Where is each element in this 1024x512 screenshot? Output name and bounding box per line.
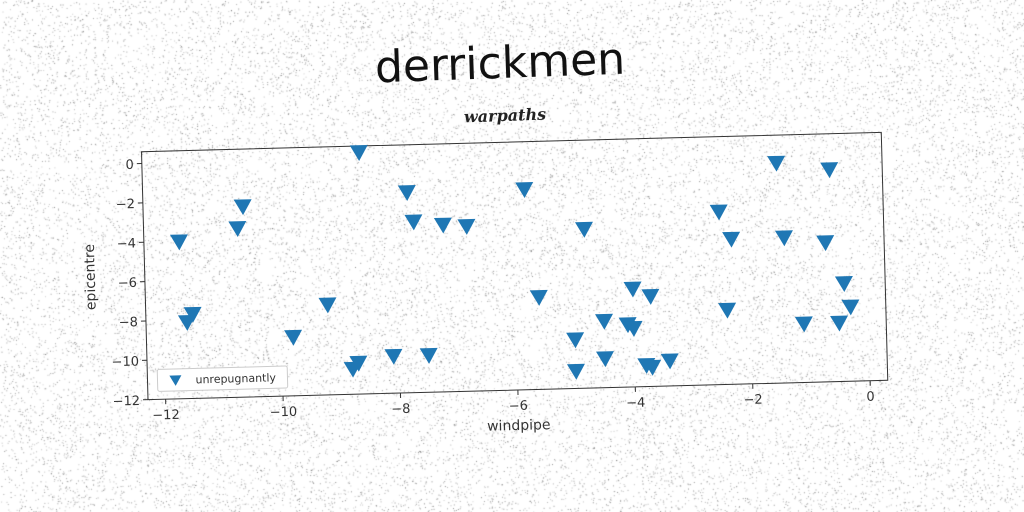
- legend: unrepugnantly: [156, 365, 289, 392]
- data-point: [820, 162, 839, 179]
- data-point: [404, 214, 423, 231]
- data-point: [623, 281, 642, 298]
- y-tick-label: −2: [116, 197, 136, 212]
- data-point: [515, 181, 534, 198]
- data-point: [349, 355, 368, 372]
- y-tick-label: −10: [111, 355, 139, 371]
- x-tick-label: −12: [152, 408, 180, 424]
- data-point: [841, 299, 860, 316]
- x-axis-label: windpipe: [487, 417, 551, 435]
- data-point: [709, 204, 728, 221]
- data-point: [624, 320, 643, 337]
- x-tick-label: −4: [626, 396, 646, 411]
- data-point: [419, 347, 438, 364]
- data-point: [774, 230, 793, 247]
- axis-ticks: −12 −10 −8 −6 −4 −2 0 0 −2 −4 −6 −8 −10 −12: [111, 158, 875, 424]
- x-tick-label: −10: [270, 405, 298, 421]
- data-point: [228, 220, 247, 237]
- data-point: [433, 217, 452, 234]
- data-point: [233, 199, 252, 216]
- data-points: [169, 144, 860, 380]
- legend-box: [156, 365, 289, 392]
- data-point: [722, 231, 741, 248]
- x-tick-label: −8: [391, 402, 411, 417]
- data-point: [767, 155, 786, 172]
- data-point: [595, 313, 614, 330]
- data-point: [830, 315, 849, 332]
- data-point: [384, 348, 403, 365]
- y-axis-label: epicentre: [82, 244, 100, 311]
- data-point: [529, 289, 548, 306]
- data-point: [169, 234, 188, 251]
- data-point: [643, 359, 662, 376]
- data-point: [318, 297, 337, 314]
- data-point: [718, 302, 737, 319]
- data-point: [595, 351, 614, 368]
- data-point: [566, 363, 585, 380]
- y-tick-label: 0: [125, 158, 134, 173]
- legend-marker: [169, 375, 182, 386]
- data-point: [457, 218, 476, 235]
- y-tick-label: −4: [117, 236, 137, 251]
- data-point: [349, 144, 368, 161]
- data-point: [816, 235, 835, 252]
- data-point: [794, 316, 813, 333]
- data-point: [834, 275, 853, 292]
- x-tick-label: −2: [743, 393, 763, 408]
- plot-frame: [141, 131, 889, 401]
- data-point: [397, 185, 416, 202]
- legend-label: unrepugnantly: [195, 371, 276, 386]
- data-point: [566, 332, 585, 349]
- data-point: [641, 288, 660, 305]
- x-tick-label: −6: [509, 399, 529, 414]
- y-tick-label: −6: [118, 276, 138, 291]
- data-point: [284, 329, 303, 346]
- y-tick-label: −8: [119, 315, 139, 330]
- data-point: [660, 353, 679, 370]
- data-point: [183, 306, 202, 323]
- x-tick-label: 0: [866, 390, 875, 405]
- y-tick-label: −12: [112, 394, 140, 410]
- data-point: [574, 221, 593, 238]
